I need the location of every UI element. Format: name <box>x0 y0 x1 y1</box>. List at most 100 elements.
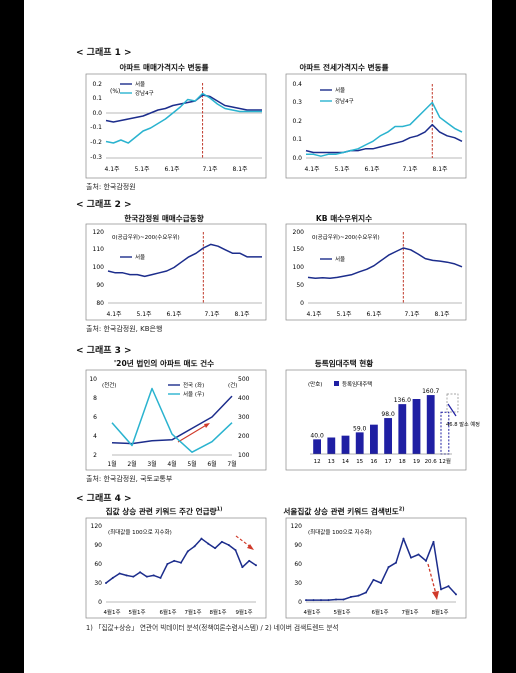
chart2-xtick: 4.1주 <box>304 166 320 173</box>
report-page: < 그래프 1 > 아파트 매매가격지수 변동률 아파트 전세가격지수 변동률 … <box>24 0 492 673</box>
chart1-ytick: 0.2 <box>92 81 102 88</box>
chart7-xtick: 4월1주 <box>103 608 120 616</box>
chart1-xtick: 7.1주 <box>202 166 218 173</box>
data-point <box>455 593 457 596</box>
chart4-xtick: 7.1주 <box>404 311 420 318</box>
chart8-xtick: 8월1주 <box>431 608 448 616</box>
bar-data-label: 98.0 <box>381 411 395 418</box>
data-point <box>200 537 203 540</box>
chart7-note: (최대값을 100으로 지수화) <box>108 528 172 536</box>
data-point <box>335 598 337 601</box>
graph2-heading: < 그래프 2 > <box>76 200 132 210</box>
bar <box>384 418 393 454</box>
bar-data-label: 40.0 <box>310 432 324 439</box>
bar <box>327 437 336 454</box>
data-point <box>417 553 420 556</box>
chart3-legend: 서울 <box>135 253 145 261</box>
chart1-unit: (%) <box>110 88 120 95</box>
chart3-title: 한국감정원 매매수급동향 <box>124 214 204 223</box>
bar <box>440 411 450 455</box>
chart7-xtick: 6월1주 <box>159 608 176 616</box>
data-point <box>365 591 367 594</box>
chart6-xtick: 12 <box>314 459 321 465</box>
graph2-source: 출처: 한국감정원, KB은행 <box>86 325 163 333</box>
chart3-ytick: 90 <box>96 282 104 289</box>
chart1-xtick: 6.1주 <box>164 166 180 173</box>
graph3-source: 출처: 한국감정원, 국토교통부 <box>86 475 173 483</box>
chart8-ytick: 120 <box>291 523 303 530</box>
data-point <box>255 564 257 567</box>
chart5-xtick: 3월 <box>147 460 156 468</box>
chart4-ytick: 100 <box>293 264 305 271</box>
chart5-ytick-left: 8 <box>93 395 97 402</box>
chart3-ytick: 120 <box>93 229 105 236</box>
chart4-ytick: 50 <box>296 282 304 289</box>
series-line-1 <box>111 395 233 445</box>
chart5-ytick-right: 400 <box>238 395 250 402</box>
chart7-title: 집값 상승 관련 키워드 주간 언급량1) <box>105 506 223 516</box>
chart6-xtick: 18 <box>399 459 406 465</box>
chart6-xtick: 19 <box>413 459 420 465</box>
data-point <box>111 576 114 579</box>
chart1-title: 아파트 매매가격지수 변동률 <box>119 63 209 72</box>
chart7-xtick: 9월1주 <box>235 608 252 616</box>
chart2-xtick: 8.1주 <box>432 166 448 173</box>
bar <box>341 435 350 454</box>
chart5-title: '20년 법인의 아파트 매도 건수 <box>113 359 215 368</box>
chart5-xtick: 6월 <box>207 460 216 468</box>
chart2-ytick: 0.4 <box>292 81 302 88</box>
chart3-note: 0(공급우위)~200(수요우위) <box>112 233 180 241</box>
data-point <box>118 572 121 575</box>
bar <box>426 395 435 454</box>
chart6-xtick: 15 <box>356 459 363 465</box>
graph4-heading: < 그래프 4 > <box>76 494 132 504</box>
chart8-xtick: 5월1주 <box>333 608 350 616</box>
chart5-unit-right: (건) <box>228 382 237 389</box>
chart1-ytick: 0.0 <box>92 110 102 117</box>
series-line-1 <box>107 243 262 278</box>
chart7-ytick: 0 <box>98 599 102 606</box>
chart5-legend-nation: 전국 (좌) <box>183 381 204 389</box>
series-line-1 <box>306 537 457 601</box>
chart8-title: 서울집값 상승 관련 키워드 검색빈도2) <box>283 506 405 516</box>
chart6-xtick: 20.6 <box>425 459 438 465</box>
chart7-xtick: 5월1주 <box>128 608 145 616</box>
data-point <box>180 561 182 564</box>
data-point <box>342 598 345 601</box>
bar <box>369 424 378 454</box>
chart8-trend-arrow <box>427 563 437 595</box>
data-point <box>173 559 176 562</box>
chart4-note: 0(공급우위)~200(수요우위) <box>312 233 380 241</box>
data-point <box>350 595 352 598</box>
chart8-note: (최대값을 100으로 지수화) <box>308 528 372 536</box>
chart6-xtick: 13 <box>328 459 335 465</box>
graph1-heading: < 그래프 1 > <box>76 48 132 58</box>
chart6: (만호) 등록임대주택 46.8 말소 예정 40.0 12 13 14 59.0 15 1… <box>285 369 480 471</box>
chart7-arrow-head <box>247 544 254 550</box>
chart1-xtick: 4.1주 <box>104 166 120 173</box>
data-point <box>125 574 128 577</box>
chart5: (천건) (건) 전국 (좌) 서울 (우) 10 8 6 4 2 500 40… <box>85 369 267 471</box>
chart6-xtick: 14 <box>342 459 349 465</box>
bar-data-label: 136.0 <box>394 397 411 404</box>
chart6-note: 46.8 말소 예정 <box>446 420 480 428</box>
chart2-ytick: 0.2 <box>292 118 302 125</box>
chart7-ytick: 90 <box>94 542 102 549</box>
chart2-ytick: 0.1 <box>292 136 302 143</box>
chart1-ytick: -0.2 <box>90 139 102 146</box>
bar <box>398 404 407 454</box>
data-point <box>447 585 450 588</box>
chart5-ytick-right: 500 <box>238 376 250 383</box>
chart2-legend-seoul: 서울 <box>335 86 345 94</box>
bar-data-label: 160.7 <box>422 388 439 395</box>
data-point <box>402 537 405 540</box>
chart8-xtick: 7월1주 <box>401 608 418 616</box>
chart8-xtick: 6월1주 <box>371 608 388 616</box>
bar <box>313 439 322 454</box>
chart8-ytick: 60 <box>294 561 302 568</box>
chart2-ytick: 0.0 <box>292 155 302 162</box>
chart1-legend-seoul: 서울 <box>135 80 145 88</box>
chart8-xtick: 4월1주 <box>303 608 320 616</box>
chart2-ytick: 0.3 <box>292 99 302 106</box>
data-point <box>214 547 217 550</box>
